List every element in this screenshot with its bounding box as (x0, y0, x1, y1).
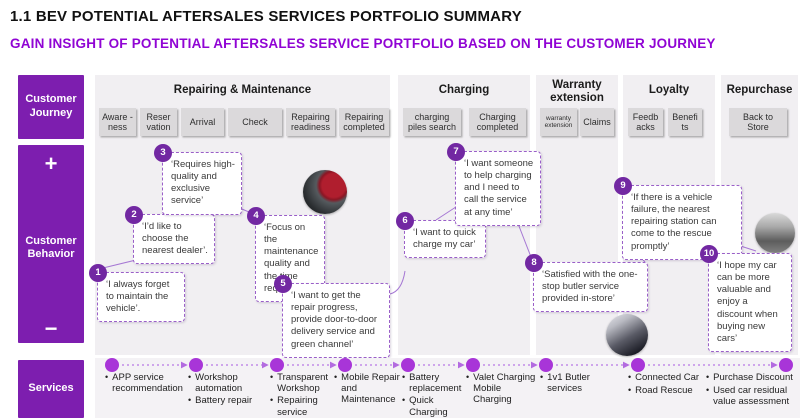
step-chip-reservation: Reser vation (140, 108, 177, 136)
bullet: • (334, 372, 338, 382)
stage-title: Warranty extension (550, 79, 604, 104)
service-item: Road Rescue (635, 384, 693, 396)
bubble-text: ‘I hope my car can be more valuable and … (717, 260, 778, 344)
bubble-number: 6 (396, 212, 414, 230)
step-chip-claims: Claims (580, 108, 614, 136)
bullet: • (706, 372, 710, 382)
service-group-butler-services: • 1v1 Butler services (540, 372, 602, 395)
bubble-text: ‘I want someone to help charging and I n… (464, 158, 534, 218)
bullet: • (105, 372, 109, 382)
minus-sign: − (44, 315, 58, 341)
service-item: APP service recommendation (112, 372, 183, 395)
service-group-app-recommendation: • APP service recommendation (105, 372, 183, 395)
customer-journey-label: Customer Journey (18, 75, 84, 139)
behavior-bubble-3: 3 ‘Requires high-quality and exclusive s… (154, 144, 242, 215)
service-item: Valet Charging Mobile Charging (473, 372, 536, 406)
plus-sign: + (44, 151, 58, 176)
page-title: 1.1 BEV POTENTIAL AFTERSALES SERVICES PO… (10, 8, 522, 25)
service-group-mobile-repair: • Mobile Repair and Maintenance (334, 372, 404, 407)
behavior-bubble-1: 1 ‘I always forget to maintain the vehic… (89, 264, 185, 323)
step-chip-benefits: Benefi ts (668, 108, 702, 136)
step-chip-repairing-completed: Repairing completed (339, 108, 389, 136)
behavior-bubble-5: 5 ‘I want to get the repair progress, pr… (274, 275, 390, 358)
bullet: • (270, 372, 274, 382)
bullet: • (706, 384, 710, 395)
behavior-bubble-2: 2 ‘I’d like to choose the nearest dealer… (125, 206, 215, 265)
bullet: • (628, 384, 632, 395)
bubble-number: 4 (247, 207, 265, 225)
bubble-text: ‘Requires high-quality and exclusive ser… (171, 159, 235, 207)
bubble-text: ‘If there is a vehicle failure, the near… (631, 192, 717, 252)
bullet: • (270, 395, 274, 406)
bullet: • (466, 372, 470, 382)
bullet: • (188, 395, 192, 406)
bubble-number: 2 (125, 206, 143, 224)
street-car-photo (755, 213, 795, 253)
bullet: • (540, 372, 544, 382)
service-item: Battery repair (195, 395, 253, 407)
bubble-number: 9 (614, 177, 632, 195)
service-item: Transparent Workshop (277, 372, 329, 395)
bubble-number: 3 (154, 144, 172, 162)
step-chip-charging-piles-search: charging piles search (403, 108, 461, 136)
bubble-text: ‘I always forget to maintain the vehicle… (106, 279, 170, 315)
service-item: Mobile Repair and Maintenance (341, 372, 400, 406)
customer-behavior-label: + Customer Behavior − (18, 145, 84, 343)
stage-title: Repairing & Maintenance (173, 84, 312, 96)
stage-title: Loyalty (648, 84, 690, 96)
step-chip-charging-completed: Charging completed (469, 108, 526, 136)
service-item: Repairing service (277, 395, 318, 418)
page-subtitle: GAIN INSIGHT OF POTENTIAL AFTERSALES SER… (10, 36, 716, 51)
behavior-bubble-6: 6 ‘I want to quick charge my car’ (396, 212, 486, 259)
step-chip-feedbacks: Feedb acks (628, 108, 663, 136)
service-item: Battery replacement (409, 372, 462, 395)
bubble-text: ‘I’d like to choose the nearest dealer’. (142, 221, 208, 257)
bullet: • (402, 372, 406, 382)
service-item: Purchase Discount (713, 372, 793, 383)
bullet: • (402, 395, 406, 406)
bubble-text: ‘I want to quick charge my car’ (413, 227, 476, 251)
business-meeting-photo (606, 314, 648, 356)
bubble-number: 8 (525, 254, 543, 272)
service-group-workshop: • Workshop automation • Battery repair (188, 372, 266, 408)
service-group-connected-car: • Connected Car • Road Rescue (628, 372, 704, 397)
bubble-number: 1 (89, 264, 107, 282)
service-group-valet-charging: • Valet Charging Mobile Charging (466, 372, 538, 407)
bubble-text: ‘Satisfied with the one-stop butler serv… (542, 269, 638, 305)
service-group-purchase-discount: • Purchase Discount • Used car residual va… (706, 372, 798, 408)
step-chip-back-to-store: Back to Store (729, 108, 787, 136)
stage-title: Repurchase (726, 84, 793, 96)
service-group-transparent-workshop: • Transparent Workshop • Repairing service (270, 372, 332, 419)
behavior-bubble-7: 7 ‘I want someone to help charging and I… (447, 143, 541, 226)
mechanic-repair-photo (303, 170, 347, 214)
service-group-battery-replacement: • Battery replacement • Quick Charging (402, 372, 464, 419)
bubble-number: 5 (274, 275, 292, 293)
step-chip-arrival: Arrival (181, 108, 224, 136)
behavior-bubble-9: 9 ‘If there is a vehicle failure, the ne… (614, 177, 742, 260)
customer-behavior-text: Customer Behavior (25, 234, 77, 261)
step-chip-repairing-readiness: Repairing readiness (286, 108, 335, 136)
service-item: Workshop automation (195, 372, 243, 395)
service-item: Connected Car (635, 372, 700, 383)
step-chip-check: Check (228, 108, 282, 136)
service-item: Quick Charging (409, 395, 448, 418)
bubble-text: ‘I want to get the repair progress, prov… (291, 290, 378, 350)
service-item: Used car residual value assessment (713, 384, 790, 407)
service-item: 1v1 Butler services (547, 372, 590, 395)
behavior-bubble-10: 10 ‘I hope my car can be more valuable a… (700, 245, 792, 353)
bubble-number: 7 (447, 143, 465, 161)
services-band (95, 358, 800, 418)
step-chip-warranty-extension: warranty extension (540, 108, 577, 136)
behavior-bubble-8: 8 ‘Satisfied with the one-stop butler se… (525, 254, 648, 313)
step-chip-awareness: Aware -ness (99, 108, 136, 136)
bullet: • (628, 372, 632, 382)
bullet: • (188, 372, 192, 382)
stage-title: Charging (438, 84, 490, 96)
services-label: Services (18, 360, 84, 418)
bubble-number: 10 (700, 245, 718, 263)
